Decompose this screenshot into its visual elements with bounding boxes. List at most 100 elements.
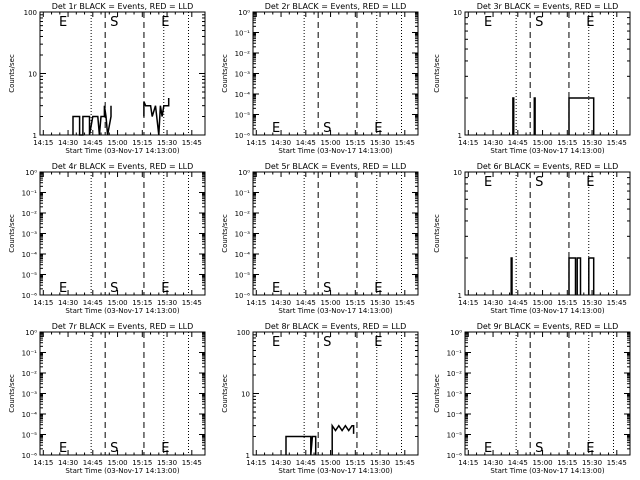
event-marker-label: E (272, 281, 280, 296)
x-tick-label: 15:45 (182, 299, 202, 307)
y-tick-label: 10⁻² (235, 210, 251, 218)
x-tick-label: 15:00 (532, 459, 552, 467)
x-tick-label: 14:45 (83, 459, 103, 467)
plot-frame (252, 331, 419, 456)
y-tick-label: 10⁻³ (22, 231, 38, 239)
event-marker-label: S (535, 15, 543, 30)
y-tick-label: 10⁻¹ (235, 190, 251, 198)
y-tick-label: 1 (458, 132, 462, 140)
panel-title: Det 2r BLACK = Events, RED = LLD (265, 2, 407, 11)
panel-8: Det 8r BLACK = Events, RED = LLD 1 10 100 Co… (221, 322, 419, 475)
x-tick-label: 14:30 (58, 299, 78, 307)
x-tick-label: 14:15 (246, 139, 266, 147)
y-tick-label: 10⁻⁵ (447, 432, 463, 440)
event-marker-label: S (535, 441, 543, 456)
y-tick-label: 10⁻¹ (447, 350, 463, 358)
y-axis-label: Counts/sec (8, 54, 16, 93)
plot-frame (39, 11, 206, 136)
x-tick-label: 15:00 (107, 459, 127, 467)
x-axis-label: Start Time (03-Nov-17 14:13:00) (278, 147, 392, 155)
event-marker-label: S (323, 281, 331, 296)
y-axis-label: Counts/sec (221, 214, 229, 253)
y-tick-label: 10⁻⁴ (447, 411, 463, 419)
data-series (285, 435, 317, 456)
y-tick-label: 10⁰ (450, 329, 462, 337)
panel-7: Det 7r BLACK = Events, RED = LLD 10⁰ 10⁻¹ 1… (8, 322, 206, 475)
y-tick-label: 1 (33, 132, 37, 140)
event-marker-label: E (484, 175, 492, 190)
y-tick-label: 10⁰ (238, 169, 250, 177)
panel-title: Det 4r BLACK = Events, RED = LLD (52, 162, 194, 171)
x-tick-label: 14:15 (458, 299, 478, 307)
x-tick-label: 15:30 (157, 139, 177, 147)
x-tick-label: 14:30 (483, 459, 503, 467)
x-tick-label: 15:00 (320, 459, 340, 467)
x-tick-label: 15:00 (532, 139, 552, 147)
data-series (576, 257, 582, 295)
x-tick-label: 15:00 (107, 139, 127, 147)
x-tick-label: 14:15 (33, 139, 53, 147)
y-tick-label: 10⁻⁵ (235, 272, 251, 280)
y-axis-label: Counts/sec (433, 214, 441, 253)
x-tick-label: 14:30 (483, 139, 503, 147)
x-tick-label: 14:30 (58, 459, 78, 467)
x-tick-label: 15:00 (320, 139, 340, 147)
x-tick-label: 14:15 (458, 139, 478, 147)
y-tick-label: 10⁻⁴ (235, 251, 251, 259)
x-tick-label: 15:15 (345, 459, 365, 467)
event-marker-label: E (272, 335, 280, 350)
x-tick-label: 14:45 (83, 139, 103, 147)
panel-title: Det 3r BLACK = Events, RED = LLD (477, 2, 619, 11)
x-tick-label: 15:30 (582, 459, 602, 467)
event-marker-label: E (59, 441, 67, 456)
panel-title: Det 8r BLACK = Events, RED = LLD (265, 322, 407, 331)
x-tick-label: 15:30 (370, 459, 390, 467)
x-tick-label: 15:45 (182, 459, 202, 467)
x-tick-label: 14:45 (296, 299, 316, 307)
panel-5: Det 5r BLACK = Events, RED = LLD 10⁰ 10⁻¹ 1… (221, 162, 419, 315)
x-axis-label: Start Time (03-Nov-17 14:13:00) (65, 467, 179, 475)
x-tick-label: 15:15 (345, 139, 365, 147)
y-axis-label: Counts/sec (221, 54, 229, 93)
x-tick-label: 14:30 (271, 459, 291, 467)
plot-frame (252, 171, 419, 296)
y-tick-label: 10⁻⁶ (235, 292, 251, 300)
x-tick-label: 14:15 (33, 459, 53, 467)
x-tick-label: 15:45 (607, 299, 627, 307)
panel-title: Det 6r BLACK = Events, RED = LLD (477, 162, 619, 171)
y-tick-label: 10⁻³ (235, 231, 251, 239)
plot-frame (39, 331, 206, 456)
event-marker-label: E (59, 15, 67, 30)
data-series (143, 98, 170, 136)
event-marker-label: E (484, 441, 492, 456)
x-axis-label: Start Time (03-Nov-17 14:13:00) (490, 147, 604, 155)
y-axis-label: Counts/sec (433, 54, 441, 93)
event-marker-label: S (110, 281, 118, 296)
data-series (510, 257, 513, 295)
x-tick-label: 15:30 (157, 299, 177, 307)
event-marker-label: E (161, 441, 169, 456)
x-tick-label: 15:30 (370, 299, 390, 307)
event-marker-label: S (110, 15, 118, 30)
data-series (588, 257, 595, 295)
plot-frame (464, 11, 631, 136)
x-tick-label: 15:45 (395, 299, 415, 307)
y-tick-label: 10⁻³ (22, 391, 38, 399)
x-axis-label: Start Time (03-Nov-17 14:13:00) (65, 307, 179, 315)
panel-1: Det 1r BLACK = Events, RED = LLD 1 10 100 Co… (8, 2, 206, 155)
data-series (533, 97, 536, 135)
x-tick-label: 15:15 (132, 459, 152, 467)
x-tick-label: 15:45 (607, 139, 627, 147)
event-marker-label: S (110, 441, 118, 456)
y-tick-label: 10⁻² (22, 370, 38, 378)
y-tick-label: 10⁻⁴ (22, 251, 38, 259)
y-tick-label: 100 (237, 329, 250, 337)
x-tick-label: 14:45 (508, 139, 528, 147)
event-marker-label: E (272, 121, 280, 136)
x-tick-label: 14:30 (271, 299, 291, 307)
panel-9: Det 9r BLACK = Events, RED = LLD 10⁰ 10⁻¹ 1… (433, 322, 631, 475)
y-tick-label: 10 (241, 391, 250, 399)
y-tick-label: 10⁻² (447, 370, 463, 378)
y-tick-label: 10⁻⁶ (235, 132, 251, 140)
plot-frame (39, 171, 206, 296)
